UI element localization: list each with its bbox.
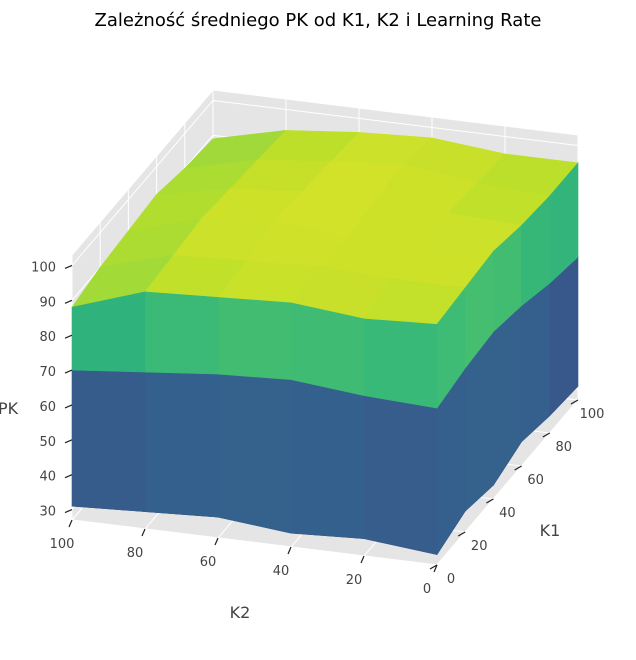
y-tick-label: 100 [50, 537, 75, 552]
y-tick-label: 0 [423, 582, 431, 597]
z-tick-mark [64, 508, 73, 514]
axes: 0 20 40 60 80 100 100 80 60 40 20 0 30 40 50 60 70 80 90 10… [31, 260, 604, 597]
surface-wall-k1-front [144, 291, 219, 375]
y-tick-label: 60 [200, 555, 217, 570]
y-tick-mark [433, 564, 438, 573]
z-tick-mark [64, 474, 73, 479]
z-tick-label: 80 [39, 330, 56, 345]
x-axis-label: K1 [540, 521, 561, 540]
x-tick-mark [486, 498, 494, 504]
x-tick-label: 60 [527, 473, 544, 488]
grid-line [436, 399, 579, 566]
z-tick-mark [64, 264, 73, 270]
surface-wall-k1-front [71, 369, 146, 512]
surface-wall-k1-front [217, 373, 292, 534]
surface-wall-k1-front [71, 291, 146, 373]
surface-wall-k2-front [549, 162, 579, 284]
x-tick-mark [457, 531, 466, 537]
surface-wall-k1-front [290, 379, 365, 539]
z-tick-mark [64, 369, 73, 374]
z-tick-label: 100 [31, 260, 56, 275]
surface-wall-k1-front [363, 318, 438, 409]
z-tick-label: 30 [39, 505, 56, 520]
surface-wall-k1-front [217, 297, 292, 380]
grid-line [71, 519, 438, 566]
z-axis-label: PK [0, 399, 19, 418]
z-tick-mark [64, 299, 73, 304]
y-tick-mark [68, 519, 73, 528]
x-tick-label: 0 [447, 572, 455, 587]
surface-wall-k1-front [363, 395, 438, 555]
y-tick-mark [360, 555, 365, 564]
x-tick-label: 40 [499, 506, 516, 521]
y-axis-label: K2 [230, 603, 251, 622]
y-tick-mark [141, 528, 146, 537]
z-tick-label: 90 [39, 295, 56, 310]
y-tick-label: 20 [346, 573, 363, 588]
x-tick-mark [542, 432, 551, 438]
x-tick-mark [570, 399, 579, 405]
z-tick-label: 40 [39, 470, 56, 485]
surface-wall-k1-front [290, 302, 365, 396]
x-tick-mark [514, 465, 522, 471]
grid-line [71, 100, 214, 266]
surface-wall-k2-front [521, 282, 551, 443]
x-tick-label: 20 [471, 539, 488, 554]
chart-title: Zależność średniego PK od K1, K2 i Learn… [95, 10, 542, 31]
x-tick-mark [429, 564, 438, 570]
z-tick-mark [64, 404, 73, 409]
grid-line [212, 99, 579, 146]
y-tick-mark [214, 537, 219, 546]
z-tick-mark [64, 334, 73, 339]
z-tick-label: 70 [39, 365, 56, 380]
x-tick-label: 100 [580, 407, 605, 422]
x-tick-label: 80 [556, 440, 573, 455]
y-tick-label: 40 [273, 564, 290, 579]
y-tick-label: 80 [127, 546, 144, 561]
surface-plot [71, 130, 579, 556]
z-tick-label: 50 [39, 435, 56, 450]
z-tick-label: 60 [39, 400, 56, 415]
surface-wall-k1-front [144, 371, 219, 518]
y-tick-mark [287, 546, 292, 555]
z-tick-mark [64, 439, 73, 444]
